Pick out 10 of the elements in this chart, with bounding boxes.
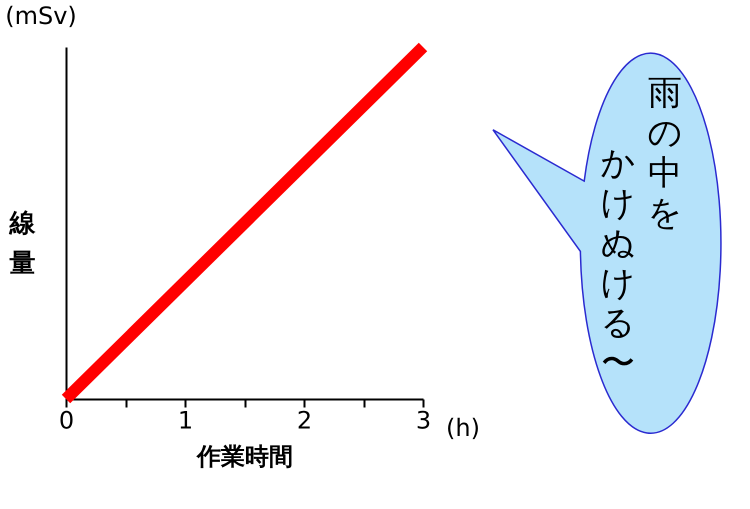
text: 雨の中を: [648, 73, 682, 233]
text: (h): [446, 414, 480, 442]
text: (mSv): [5, 2, 77, 30]
x-tick-label: 1: [178, 406, 194, 434]
x-tick-label: 3: [416, 406, 432, 434]
x-tick-label: 2: [296, 406, 312, 434]
y-axis-title: 線量: [8, 208, 36, 278]
x-axis-title: 作業時間: [196, 442, 293, 470]
text: かけぬける〜: [600, 143, 636, 383]
x-tick-label: 0: [58, 406, 74, 434]
